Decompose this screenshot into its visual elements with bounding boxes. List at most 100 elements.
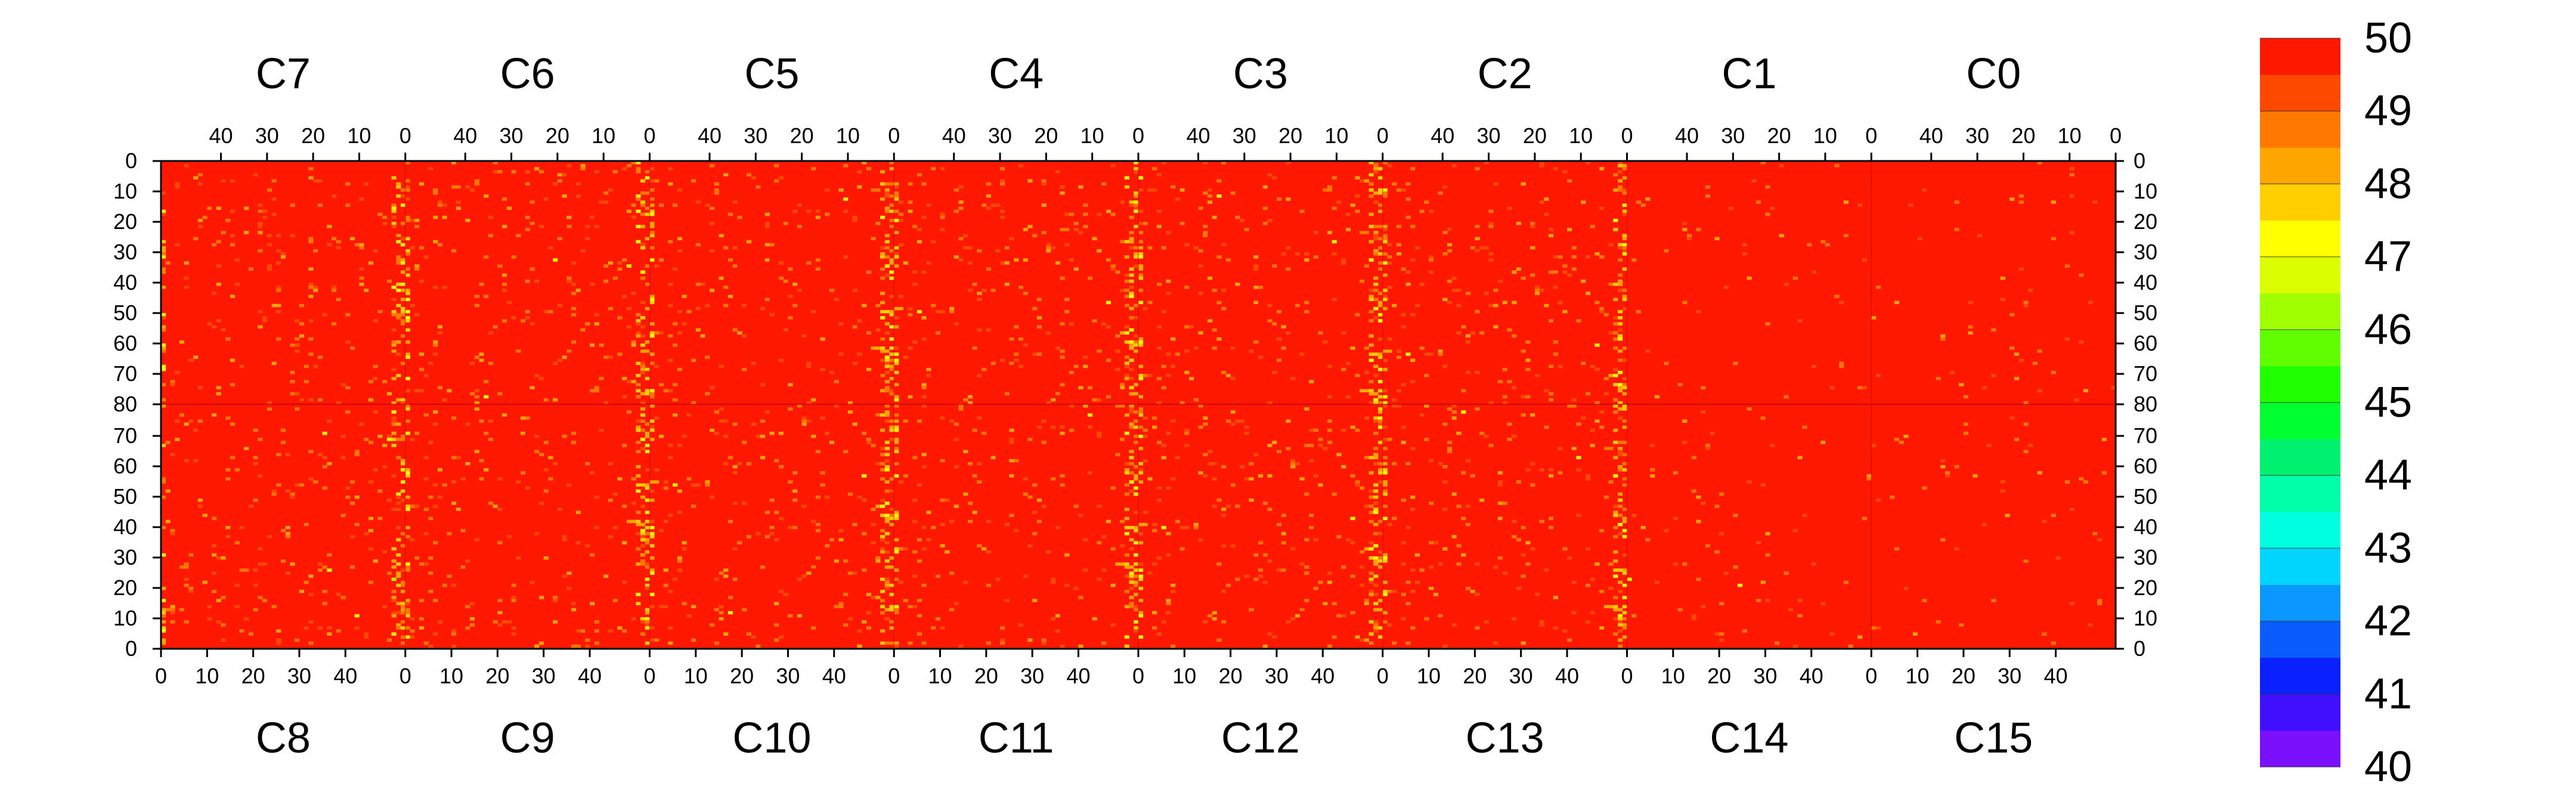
heatmap-cell bbox=[590, 343, 595, 347]
heatmap-cell bbox=[396, 234, 401, 237]
heatmap-cell bbox=[244, 206, 249, 210]
x-tick-top-label: 20 bbox=[2011, 123, 2035, 148]
heatmap-cell bbox=[465, 559, 470, 563]
heatmap-cell bbox=[276, 234, 281, 237]
heatmap-cell bbox=[1622, 635, 1627, 639]
heatmap-cell bbox=[290, 380, 295, 383]
heatmap-cell bbox=[1129, 346, 1134, 350]
heatmap-cell bbox=[1442, 422, 1448, 426]
heatmap-cell bbox=[1078, 644, 1083, 648]
heatmap-cell bbox=[608, 535, 614, 538]
heatmap-cell bbox=[1018, 286, 1024, 289]
heatmap-cell bbox=[884, 389, 890, 392]
heatmap-cell bbox=[396, 237, 401, 240]
heatmap-cell bbox=[668, 334, 673, 338]
heatmap-cell bbox=[488, 215, 494, 219]
heatmap-cell bbox=[225, 416, 231, 420]
heatmap-cell bbox=[1207, 450, 1213, 453]
heatmap-cell bbox=[1419, 413, 1425, 417]
heatmap-cell bbox=[221, 328, 226, 332]
heatmap-cell bbox=[428, 380, 434, 383]
heatmap-cell bbox=[862, 304, 867, 308]
heatmap-cell bbox=[1839, 301, 1844, 305]
heatmap-cell bbox=[165, 182, 171, 186]
heatmap-cell bbox=[884, 541, 890, 544]
heatmap-cell bbox=[1304, 599, 1309, 602]
heatmap-cell bbox=[1405, 462, 1411, 466]
heatmap-cell bbox=[1755, 541, 1761, 544]
heatmap-cell bbox=[1973, 492, 1978, 496]
heatmap-cell bbox=[1654, 580, 1660, 584]
heatmap-cell bbox=[216, 283, 221, 286]
heatmap-cell bbox=[1461, 516, 1466, 521]
heatmap-cell bbox=[880, 246, 886, 250]
heatmap-cell bbox=[230, 422, 236, 426]
heatmap-cell bbox=[1498, 483, 1503, 487]
heatmap-cell bbox=[1129, 602, 1134, 605]
heatmap-cell bbox=[1682, 228, 1688, 231]
heatmap-cell bbox=[1267, 632, 1272, 636]
heatmap-cell bbox=[354, 328, 360, 332]
heatmap-cell bbox=[2088, 301, 2093, 305]
heatmap-cell bbox=[1871, 444, 1877, 447]
heatmap-cell bbox=[479, 352, 484, 356]
heatmap-cell bbox=[912, 225, 918, 228]
heatmap-cell bbox=[562, 173, 567, 177]
heatmap-cell bbox=[1134, 340, 1139, 344]
colorbar-tick-label: 40 bbox=[2364, 743, 2412, 791]
heatmap-cell bbox=[1691, 489, 1696, 493]
heatmap-cell bbox=[719, 611, 724, 615]
heatmap-cell bbox=[1216, 325, 1222, 329]
heatmap-cell bbox=[1134, 319, 1139, 323]
heatmap-cell bbox=[1461, 325, 1466, 329]
heatmap-cell bbox=[585, 225, 590, 228]
heatmap-cell bbox=[1262, 644, 1268, 648]
heatmap-cell bbox=[1378, 261, 1383, 265]
heatmap-cell bbox=[953, 602, 959, 605]
heatmap-cell bbox=[764, 535, 770, 538]
heatmap-cell bbox=[1069, 212, 1075, 216]
heatmap-cell bbox=[401, 194, 406, 198]
y-tick-left-label: 40 bbox=[113, 515, 137, 539]
heatmap-cell bbox=[1179, 547, 1185, 551]
heatmap-cell bbox=[1207, 319, 1213, 323]
heatmap-cell bbox=[511, 331, 516, 335]
heatmap-cell bbox=[1382, 240, 1388, 244]
heatmap-cell bbox=[1014, 474, 1019, 478]
heatmap-cell bbox=[373, 468, 378, 472]
heatmap-cell bbox=[1959, 383, 1964, 386]
heatmap-cell bbox=[1442, 547, 1448, 551]
heatmap-cell bbox=[1212, 289, 1217, 292]
heatmap-cell bbox=[1378, 468, 1383, 472]
x-tick-bottom-label: 30 bbox=[287, 664, 311, 688]
heatmap-cell bbox=[488, 501, 494, 505]
heatmap-cell bbox=[663, 583, 668, 587]
heatmap-cell bbox=[414, 431, 420, 435]
heatmap-cell bbox=[271, 361, 277, 366]
heatmap-cell bbox=[253, 456, 258, 460]
heatmap-cell bbox=[617, 352, 623, 356]
heatmap-cell bbox=[1368, 343, 1374, 347]
heatmap-cell bbox=[161, 367, 166, 371]
heatmap-cell bbox=[502, 273, 507, 277]
heatmap-cell bbox=[1594, 170, 1600, 174]
heatmap-cell bbox=[884, 240, 890, 244]
heatmap-cell bbox=[1986, 480, 1992, 484]
heatmap-cell bbox=[262, 252, 268, 256]
heatmap-cell bbox=[1203, 234, 1208, 237]
heatmap-cell bbox=[778, 276, 784, 280]
heatmap-cell bbox=[769, 526, 775, 530]
heatmap-cell bbox=[746, 450, 751, 453]
heatmap-cell bbox=[1179, 188, 1185, 192]
heatmap-cell bbox=[1608, 286, 1614, 289]
heatmap-cell bbox=[880, 301, 886, 305]
heatmap-cell bbox=[898, 218, 904, 222]
heatmap-cell bbox=[1613, 504, 1618, 508]
heatmap-cell bbox=[1134, 167, 1139, 171]
heatmap-cell bbox=[636, 313, 641, 317]
heatmap-cell bbox=[705, 483, 710, 487]
heatmap-cell bbox=[1120, 383, 1125, 386]
heatmap-cell bbox=[2064, 337, 2070, 341]
heatmap-cell bbox=[668, 389, 673, 392]
heatmap-cell bbox=[1945, 474, 1950, 478]
